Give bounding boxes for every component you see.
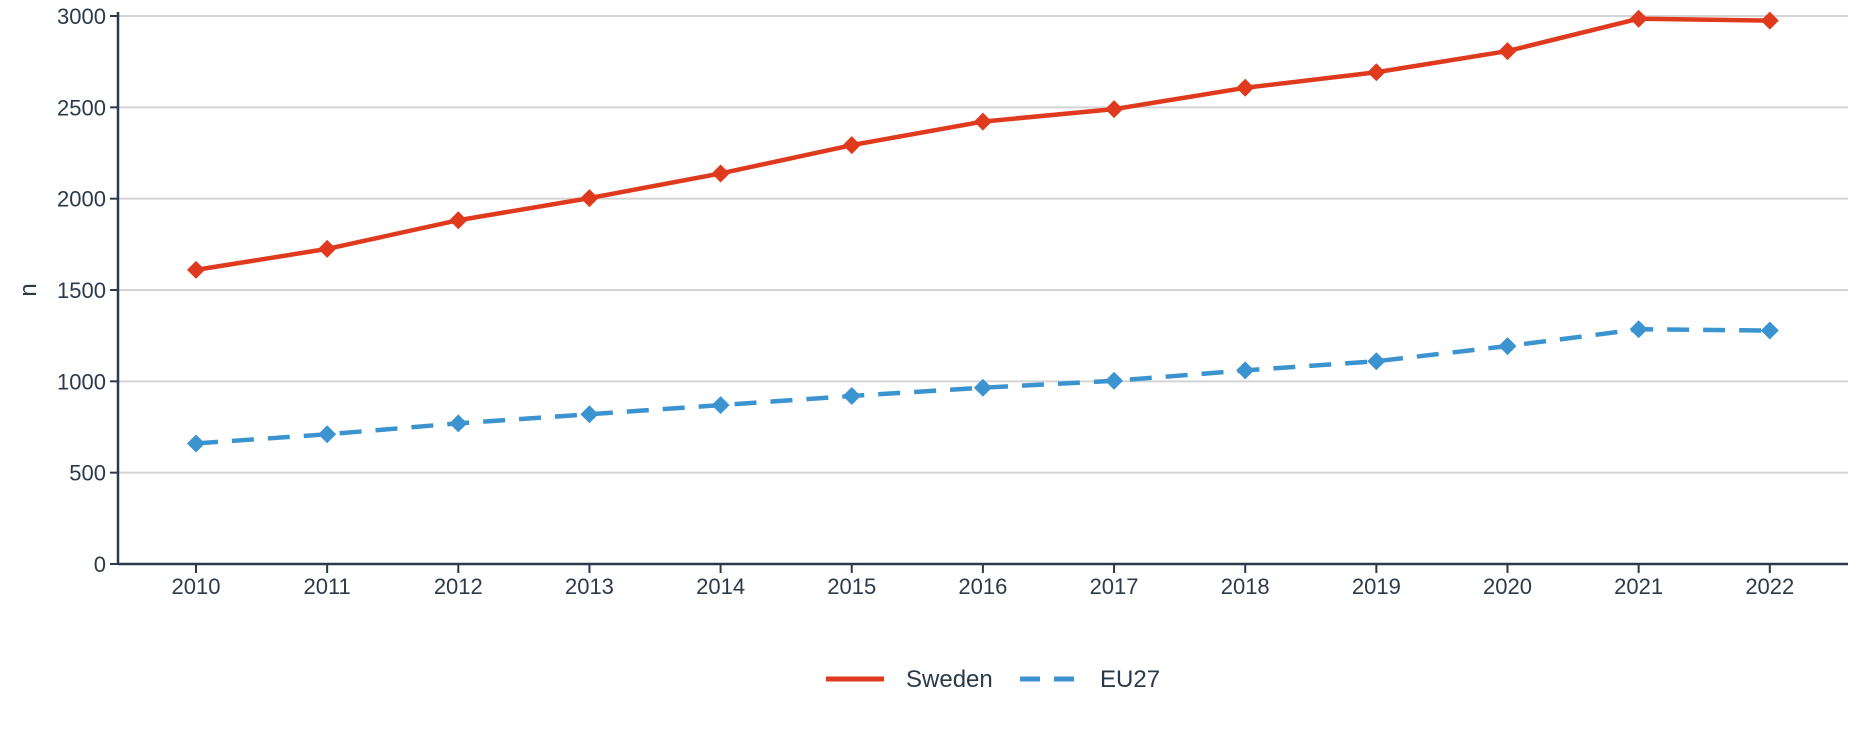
x-axis-ticks: 2010 2011 2012 2013 2014 2015 2016 2017 2018 2019… (172, 564, 1794, 599)
y-tick-label: 2500 (57, 95, 106, 120)
legend-label: Sweden (906, 666, 993, 693)
data-point-eu27-2010 (187, 434, 205, 453)
y-tick-label: 1000 (57, 369, 106, 394)
x-tick-label: 2013 (565, 574, 614, 599)
x-tick-label: 2017 (1090, 574, 1139, 599)
data-point-eu27-2011 (318, 425, 337, 444)
series-sweden (187, 9, 1779, 279)
data-point-eu27-2019 (1367, 352, 1386, 371)
data-point-sweden-2019 (1367, 63, 1386, 82)
data-point-sweden-2021 (1629, 9, 1648, 28)
data-point-sweden-2011 (318, 239, 337, 258)
x-tick-label: 2011 (303, 574, 350, 599)
data-point-eu27-2017 (1105, 371, 1124, 390)
data-point-sweden-2018 (1236, 78, 1255, 97)
data-point-eu27-2016 (973, 378, 992, 397)
y-axis-label: n (15, 283, 42, 296)
data-point-eu27-2015 (842, 386, 861, 405)
x-tick-label: 2015 (827, 574, 876, 599)
x-tick-label: 2021 (1614, 574, 1663, 599)
data-point-sweden-2016 (973, 112, 992, 131)
legend: Sweden EU27 (826, 666, 1160, 693)
y-tick-label: 500 (69, 461, 106, 486)
data-point-eu27-2021 (1629, 320, 1648, 339)
data-point-sweden-2014 (711, 164, 730, 183)
x-tick-label: 2018 (1221, 574, 1270, 599)
series-layer (187, 9, 1779, 453)
data-point-eu27-2013 (580, 405, 599, 424)
x-tick-label: 2020 (1483, 574, 1532, 599)
data-point-sweden-2010 (187, 260, 205, 279)
x-tick-label: 2014 (696, 574, 745, 599)
data-point-sweden-2012 (449, 211, 468, 230)
data-point-sweden-2022 (1760, 11, 1779, 30)
data-point-eu27-2014 (711, 396, 730, 415)
x-tick-label: 2022 (1745, 574, 1794, 599)
data-point-sweden-2015 (842, 136, 861, 155)
data-point-sweden-2013 (580, 189, 599, 208)
axes (116, 12, 1848, 566)
series-eu27 (187, 320, 1779, 453)
x-tick-label: 2012 (434, 574, 483, 599)
legend-item-eu27: EU27 (1020, 666, 1160, 693)
data-point-eu27-2022 (1760, 321, 1779, 340)
x-tick-label: 2010 (172, 574, 221, 599)
gridlines (118, 15, 1848, 474)
data-point-eu27-2020 (1498, 337, 1517, 356)
legend-label: EU27 (1100, 666, 1160, 693)
y-tick-label: 2000 (57, 187, 106, 212)
data-point-eu27-2018 (1236, 361, 1255, 380)
data-point-sweden-2017 (1105, 100, 1124, 119)
data-point-sweden-2020 (1498, 42, 1517, 61)
data-point-eu27-2012 (449, 414, 468, 433)
y-tick-label: 0 (94, 552, 106, 577)
series-line-sweden (195, 16, 1770, 273)
x-tick-label: 2019 (1352, 574, 1401, 599)
y-axis-ticks: 0 500 1000 1500 2000 2500 3000 (57, 4, 118, 577)
legend-item-sweden: Sweden (826, 666, 993, 693)
y-tick-label: 3000 (57, 4, 106, 29)
y-tick-label: 1500 (57, 278, 106, 303)
x-tick-label: 2016 (958, 574, 1007, 599)
